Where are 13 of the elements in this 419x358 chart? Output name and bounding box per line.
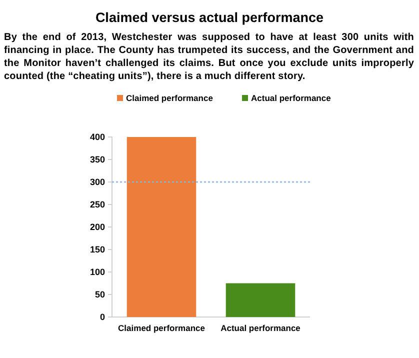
y-tick-label: 300 xyxy=(90,176,105,187)
y-tick-label: 350 xyxy=(90,154,105,164)
y-tick-label: 250 xyxy=(90,199,105,210)
y-tick-label: 200 xyxy=(90,222,105,232)
legend-label: Actual performance xyxy=(251,93,332,103)
y-tick-label: 400 xyxy=(90,132,105,142)
legend-label: Claimed performance xyxy=(126,93,214,103)
chart-subtitle: By the end of 2013, Westchester was supposed to have at least 300 units with financing in place. The County has trumpeted its success, and the Government and the Monitor haven’t challenged its claims. But once you exclude units improperly counted (the “cheating units”), there is a much different story. xyxy=(4,31,414,83)
y-tick-label: 50 xyxy=(94,289,105,300)
y-tick-label: 0 xyxy=(100,312,105,322)
y-tick-label: 100 xyxy=(90,266,105,277)
y-tick-label: 150 xyxy=(90,244,105,254)
chart-title: Claimed versus actual performance xyxy=(94,10,325,25)
